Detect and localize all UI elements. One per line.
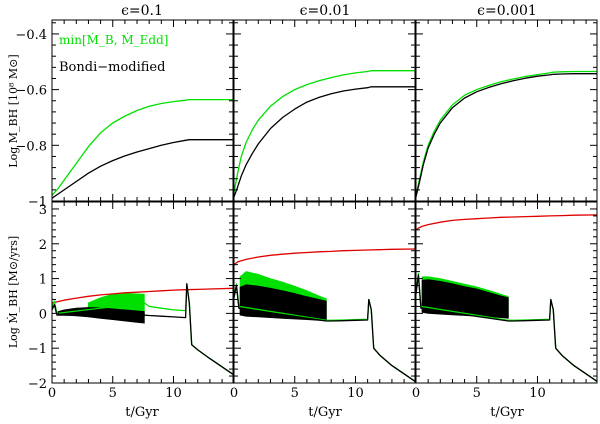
column-title-2: ϵ=0.01: [300, 3, 351, 19]
c2-top-frame: [233, 19, 416, 202]
c1-bottom-xtick-label-2: 10: [165, 386, 182, 401]
c2-top-series-2-black: [233, 86, 415, 198]
bottom-ytick-label-0: −2: [28, 377, 47, 392]
top-ytick-label-2: −0.6: [15, 84, 47, 99]
c2-bottom-series-1-red: [233, 248, 416, 266]
c3-bottom-series-1-red: [415, 214, 598, 231]
c3-bottom-xtick-label-2: 10: [529, 386, 546, 401]
bottom-ytick-label-4: 2: [39, 238, 47, 253]
c1-top-series-2-black: [51, 139, 233, 199]
c2-top-series-1-green: [233, 70, 415, 193]
c3-bottom-xtick-label-0: 0: [412, 386, 420, 401]
bottom-ytick-label-3: 1: [39, 273, 47, 288]
c1-bottom-xtick-label-0: 0: [48, 386, 56, 401]
legend-green-label: min[Ṁ_B, Ṁ_Edd]: [59, 32, 168, 47]
column-title-3: ϵ=0.001: [477, 3, 537, 19]
y-axis-label-top: Log M_BH [10⁸ M⊙]: [7, 54, 20, 167]
bottom-ytick-label-1: −1: [28, 342, 47, 357]
c1-bottom-xtick-label-1: 5: [109, 386, 117, 401]
c3-top-frame: [415, 19, 598, 202]
c1-top-frame: [51, 19, 234, 202]
x-axis-label-1: t/Gyr: [125, 405, 159, 420]
c1-bottom-series-1-red: [51, 287, 234, 304]
c3-top-series-1-green: [415, 70, 597, 196]
c3-bottom-band-2-black: [421, 279, 509, 319]
bottom-ytick-label-2: 0: [39, 307, 47, 322]
top-ytick-label-3: −0.4: [15, 28, 47, 43]
top-ytick-label-0: −1: [28, 195, 47, 210]
top-ytick-label-1: −0.8: [15, 139, 47, 154]
panels-group: −1 −0.8 −0.6 −0.4 −2 −1 0 1 2 3 0 5 10 0 5 10 0 5 10: [15, 19, 598, 401]
c3-bottom-series-3-black: [415, 274, 598, 382]
c1-bottom-series-3-black: [51, 283, 234, 375]
labels-group: ϵ=0.1 ϵ=0.01 ϵ=0.001 min[Ṁ_B, Ṁ_Edd] Bon…: [6, 3, 537, 420]
c2-bottom-series-3-black: [233, 284, 416, 382]
bottom-ytick-label-5: 3: [39, 203, 47, 218]
x-axis-label-3: t/Gyr: [490, 405, 524, 420]
y-axis-label-bottom: Log Ṁ_BH [M⊙/yrs]: [6, 236, 20, 348]
legend-black-label: Bondi−modified: [59, 60, 165, 75]
c3-top-series-2-black: [415, 73, 597, 197]
x-axis-label-2: t/Gyr: [308, 405, 342, 420]
c2-bottom-xtick-label-1: 5: [291, 386, 299, 401]
c1-top-series-1-green: [51, 98, 233, 196]
c2-bottom-xtick-label-2: 10: [347, 386, 364, 401]
c3-bottom-xtick-label-1: 5: [473, 386, 481, 401]
column-title-1: ϵ=0.1: [121, 3, 163, 19]
c2-bottom-xtick-label-0: 0: [230, 386, 238, 401]
